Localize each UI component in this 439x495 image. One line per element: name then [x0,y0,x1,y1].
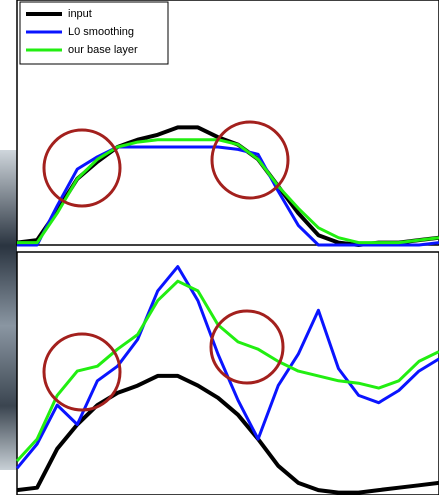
legend-label: L0 smoothing [68,26,134,38]
highlight-circle [42,332,122,412]
highlight-circle [209,309,285,385]
legend-label: input [68,8,92,20]
highlight-circle [210,120,290,200]
data-line [15,279,439,463]
annotations [42,120,290,412]
data-line [16,373,439,495]
data-line [17,138,439,245]
legend-label: our base layer [68,44,138,56]
highlight-circle [42,128,122,208]
photo-strip [0,150,17,470]
data-line [17,145,439,247]
plots: input L0 smoothing our base layer [15,0,439,495]
